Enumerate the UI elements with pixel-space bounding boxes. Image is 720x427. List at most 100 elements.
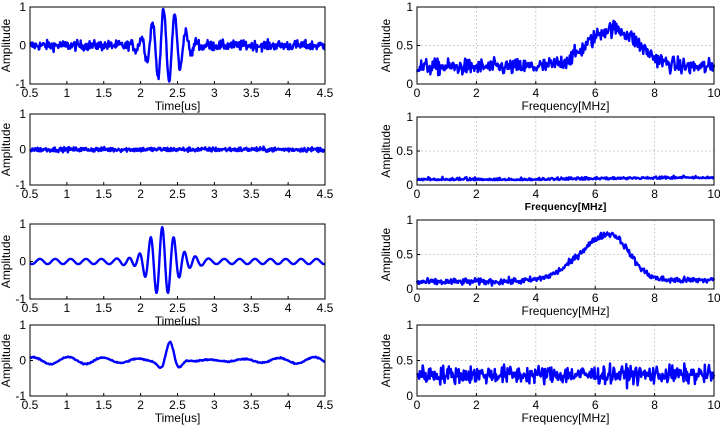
x-tick-label: 3	[211, 301, 218, 315]
x-tick-label: 4	[285, 301, 292, 315]
x-tick-label: 1.5	[95, 398, 112, 412]
x-tick-label: 4	[532, 398, 539, 412]
plot-border	[416, 219, 715, 290]
y-tick-label: 0	[406, 178, 413, 192]
x-tick-label: 4	[285, 398, 292, 412]
plot-border	[29, 223, 326, 300]
x-axis-label: Frequency[MHz]	[521, 411, 609, 425]
x-tick-label: 1.5	[95, 301, 112, 315]
x-tick-label: 10	[707, 291, 720, 305]
y-tick-label: -1	[15, 178, 26, 192]
series-line	[29, 145, 326, 154]
series-line	[416, 362, 716, 390]
subplot-p8	[416, 324, 716, 397]
x-tick-label: 0.5	[22, 398, 39, 412]
x-tick-label: 2	[473, 398, 480, 412]
series-line	[29, 225, 326, 294]
y-axis-label: Amplitude	[379, 124, 393, 178]
y-tick-label: 1	[406, 213, 413, 227]
series-line	[416, 174, 715, 182]
x-tick-label: 0	[414, 398, 421, 412]
x-tick-label: 4.5	[317, 301, 334, 315]
subplot-p6	[415, 219, 716, 290]
plot-border	[29, 6, 326, 85]
x-tick-label: 10	[707, 187, 720, 201]
y-tick-label: 1	[406, 0, 413, 14]
x-tick-label: 0.5	[22, 301, 39, 315]
x-tick-label: 4	[532, 187, 539, 201]
x-tick-label: 6	[592, 291, 599, 305]
y-tick-label: 0	[406, 77, 413, 91]
x-tick-label: 4	[532, 86, 539, 100]
x-tick-label: 2	[473, 291, 480, 305]
y-tick-label: 0	[19, 39, 26, 53]
subplot-p2	[415, 6, 716, 85]
x-tick-label: 3	[211, 86, 218, 100]
plot-border	[416, 116, 715, 186]
y-tick-label: 0	[19, 143, 26, 157]
subplot-p5	[29, 223, 326, 300]
y-tick-label: -1	[15, 77, 26, 91]
x-tick-label: 8	[651, 187, 658, 201]
x-tick-label: 0.5	[22, 187, 39, 201]
y-tick-label: 0.5	[396, 248, 413, 262]
x-tick-label: 0	[414, 86, 421, 100]
y-tick-label: 1	[406, 318, 413, 332]
x-tick-label: 8	[651, 86, 658, 100]
x-tick-label: 1	[64, 301, 71, 315]
x-tick-label: 2	[137, 398, 144, 412]
x-axis-label: Time[us]	[155, 411, 201, 425]
x-tick-label: 0	[414, 187, 421, 201]
x-tick-label: 4.5	[317, 398, 334, 412]
y-axis-label: Amplitude	[0, 19, 13, 73]
x-tick-label: 2.5	[169, 301, 186, 315]
x-axis-label: Frequency[MHz]	[521, 304, 609, 318]
x-tick-label: 3.5	[243, 301, 260, 315]
y-tick-label: 1	[19, 107, 26, 121]
x-tick-label: 2	[137, 301, 144, 315]
x-tick-label: 2	[137, 86, 144, 100]
subplot-p4	[416, 116, 715, 186]
y-tick-label: -1	[15, 292, 26, 306]
y-tick-label: 0.5	[396, 354, 413, 368]
y-tick-label: 0.5	[396, 144, 413, 158]
y-tick-label: 1	[406, 110, 413, 124]
x-tick-label: 1	[64, 187, 71, 201]
x-tick-label: 3.5	[243, 86, 260, 100]
y-axis-label: Amplitude	[379, 334, 393, 388]
x-tick-label: 8	[651, 291, 658, 305]
x-tick-label: 2	[473, 86, 480, 100]
x-tick-label: 8	[651, 398, 658, 412]
x-tick-label: 10	[707, 398, 720, 412]
x-tick-label: 6	[592, 86, 599, 100]
subplot-p1	[29, 6, 326, 85]
x-tick-label: 3.5	[243, 398, 260, 412]
x-tick-label: 4.5	[317, 187, 334, 201]
y-tick-label: -1	[15, 389, 26, 403]
x-tick-label: 10	[707, 86, 720, 100]
x-tick-label: 4	[285, 187, 292, 201]
x-tick-label: 1	[64, 398, 71, 412]
x-tick-label: 3	[211, 187, 218, 201]
series-line	[29, 340, 326, 369]
y-tick-label: 1	[19, 318, 26, 332]
plot-border	[416, 324, 715, 397]
x-tick-label: 2	[137, 187, 144, 201]
x-tick-label: 2.5	[169, 187, 186, 201]
x-tick-label: 4	[532, 291, 539, 305]
series-line	[29, 7, 326, 83]
x-tick-label: 2	[473, 187, 480, 201]
x-tick-label: 2.5	[169, 86, 186, 100]
y-axis-label: Amplitude	[0, 123, 13, 177]
y-axis-label: Amplitude	[0, 334, 13, 388]
x-tick-label: 0.5	[22, 86, 39, 100]
series-line	[415, 19, 716, 77]
x-tick-label: 4.5	[317, 86, 334, 100]
y-tick-label: 0	[19, 354, 26, 368]
x-tick-label: 0	[414, 291, 421, 305]
plot-border	[29, 324, 326, 397]
x-axis-label: Time[us]	[155, 99, 201, 113]
y-tick-label: 0	[19, 255, 26, 269]
x-tick-label: 3	[211, 398, 218, 412]
series-line	[415, 231, 716, 287]
